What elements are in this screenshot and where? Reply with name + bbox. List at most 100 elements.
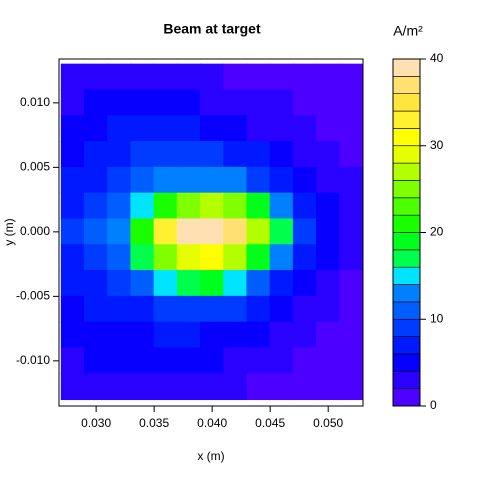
contour-cell xyxy=(246,141,271,168)
contour-cell xyxy=(107,321,132,349)
contour-cell xyxy=(153,373,178,401)
contour-cell xyxy=(107,270,132,297)
contour-cell xyxy=(130,141,155,168)
colorbar-tick-label: 10 xyxy=(430,311,444,325)
contour-cell xyxy=(223,347,248,375)
contour-cell xyxy=(176,89,202,117)
contour-cell xyxy=(84,270,109,297)
colorbar-band xyxy=(392,93,421,112)
contour-cell xyxy=(316,63,341,91)
contour-cell xyxy=(153,321,178,349)
contour-cell xyxy=(107,347,132,375)
contour-cell xyxy=(107,63,132,91)
contour-cell xyxy=(316,89,341,117)
contour-cell xyxy=(200,347,225,375)
contour-cell xyxy=(60,192,86,220)
contour-cell xyxy=(246,270,271,297)
contour-cell xyxy=(246,115,271,143)
contour-cell xyxy=(60,321,86,349)
contour-cell xyxy=(269,244,294,272)
contour-cell xyxy=(153,244,178,272)
contour-cell xyxy=(292,270,318,297)
colorbar-band xyxy=(392,110,421,129)
contour-cell xyxy=(153,270,178,297)
contour-field xyxy=(60,63,363,401)
contour-cell xyxy=(246,218,271,246)
contour-cell xyxy=(316,373,341,401)
contour-cell xyxy=(107,141,132,168)
contour-cell xyxy=(292,89,318,117)
contour-cell xyxy=(316,141,341,168)
contour-cell xyxy=(60,270,86,297)
contour-cell xyxy=(246,63,271,91)
contour-cell xyxy=(316,321,341,349)
contour-cell xyxy=(60,373,86,401)
contour-cell xyxy=(60,166,86,194)
contour-cell xyxy=(60,218,86,246)
contour-cell xyxy=(84,63,109,91)
contour-cell xyxy=(200,321,225,349)
contour-cell xyxy=(246,166,271,194)
colorbar-band xyxy=(392,301,421,320)
contour-cell xyxy=(223,166,248,194)
contour-cell xyxy=(246,321,271,349)
contour-cell xyxy=(246,89,271,117)
colorbar-band xyxy=(392,249,421,268)
colorbar-band xyxy=(392,266,421,285)
contour-cell xyxy=(130,115,155,143)
contour-cell xyxy=(153,115,178,143)
contour-cell xyxy=(223,295,248,323)
contour-cell xyxy=(107,295,132,323)
colorbar-tick-label: 30 xyxy=(430,138,444,152)
y-tick-label: -0.005 xyxy=(16,289,50,303)
colorbar-band xyxy=(392,58,421,77)
contour-cell xyxy=(84,244,109,272)
contour-cell xyxy=(200,244,225,272)
contour-cell xyxy=(107,373,132,401)
contour-cell xyxy=(176,218,202,246)
contour-cell xyxy=(339,270,363,297)
contour-cell xyxy=(269,321,294,349)
contour-cell xyxy=(223,270,248,297)
contour-cell xyxy=(200,115,225,143)
contour-cell xyxy=(269,166,294,194)
contour-cell xyxy=(339,141,363,168)
contour-cell xyxy=(292,244,318,272)
contour-cell xyxy=(60,347,86,375)
contour-cell xyxy=(153,141,178,168)
contour-cell xyxy=(339,244,363,272)
contour-cell xyxy=(130,218,155,246)
y-axis-label: y (m) xyxy=(2,218,16,245)
colorbar-band xyxy=(392,318,421,337)
contour-cell xyxy=(339,347,363,375)
contour-cell xyxy=(130,321,155,349)
contour-cell xyxy=(130,295,155,323)
contour-cell xyxy=(339,166,363,194)
contour-cell xyxy=(60,141,86,168)
contour-cell xyxy=(84,192,109,220)
colorbar-band xyxy=(392,336,421,355)
contour-cell xyxy=(316,244,341,272)
contour-cell xyxy=(176,295,202,323)
contour-cell xyxy=(84,89,109,117)
contour-cell xyxy=(223,141,248,168)
x-tick-label: 0.035 xyxy=(139,416,169,430)
contour-cell xyxy=(339,63,363,91)
contour-cell xyxy=(60,295,86,323)
contour-cell xyxy=(223,321,248,349)
contour-cell xyxy=(339,373,363,401)
contour-cell xyxy=(84,373,109,401)
contour-cell xyxy=(246,373,271,401)
contour-cell xyxy=(60,63,86,91)
y-tick-label: 0.005 xyxy=(20,160,50,174)
colorbar-tick-label: 40 xyxy=(430,51,444,65)
contour-cell xyxy=(339,321,363,349)
contour-cell xyxy=(339,115,363,143)
contour-cell xyxy=(200,89,225,117)
colorbar-band xyxy=(392,128,421,147)
contour-cell xyxy=(130,244,155,272)
contour-cell xyxy=(316,347,341,375)
contour-cell xyxy=(60,89,86,117)
contour-cell xyxy=(107,218,132,246)
